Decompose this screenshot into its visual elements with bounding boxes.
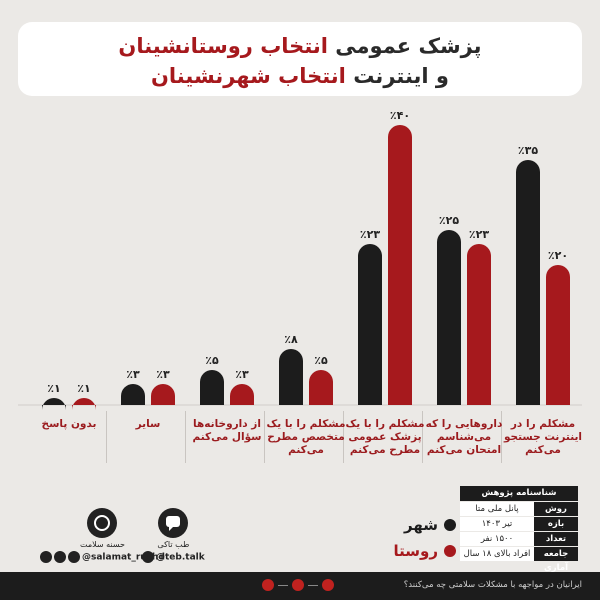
telegram-icon — [40, 551, 52, 563]
value-label: ٪۲۳ — [360, 228, 380, 241]
category-label: بدون پاسخ — [42, 418, 97, 430]
tebtalk-name: طب تاکی — [157, 540, 190, 549]
category-label: مشکلم را با یک پزشک عمومی مطرح می‌کنم — [345, 418, 424, 456]
tebtalk-brand: طب تاکی @teb.talk — [142, 508, 205, 563]
info-value: تیر ۱۴۰۳ — [460, 517, 534, 531]
value-label: ٪۲۰ — [548, 249, 568, 262]
dot-icon — [292, 579, 304, 591]
title-line-2: و اینترنت انتخاب شهرنشینان — [18, 64, 582, 88]
info-value: افراد بالای ۱۸ سال — [460, 547, 534, 561]
value-label: ٪۳ — [126, 368, 140, 381]
bar-city — [42, 398, 66, 410]
salamat-logo-icon — [87, 508, 118, 538]
bar-city — [279, 349, 303, 405]
legend: شهر روستا — [380, 512, 456, 564]
title-line-1-dark: پزشک عمومی — [335, 34, 482, 58]
info-value: ۱۵۰۰ نفر — [460, 532, 534, 546]
footer-text: ایرانیان در مواجهه با مشکلات سلامتی چه م… — [403, 580, 582, 590]
info-key: تعداد نمونه — [534, 532, 578, 558]
bar-city — [200, 370, 224, 405]
tebtalk-logo-icon — [158, 508, 189, 538]
bar-city — [121, 384, 145, 405]
info-row: تعداد نمونه۱۵۰۰ نفر — [460, 532, 578, 558]
footer-bar: ایرانیان در مواجهه با مشکلات سلامتی چه م… — [0, 572, 600, 600]
instagram-icon — [68, 551, 80, 563]
info-row: بازه زمانیتیر ۱۴۰۳ — [460, 517, 578, 543]
salamat-handle: @salamat_rushd — [40, 551, 165, 563]
value-label: ٪۳ — [156, 368, 170, 381]
info-key: جامعه آماری — [534, 547, 578, 573]
category-label: مشکلم را با یک متخصص مطرح می‌کنم — [266, 418, 345, 456]
bar-chart: ٪۳۵ ٪۲۰ مشکلم را در اینترنت جستجو می‌کنم ٪۲۵ ٪… — [18, 109, 582, 463]
divider — [278, 584, 288, 586]
bar-village — [309, 370, 333, 405]
legend-item-city: شهر — [380, 512, 456, 538]
legend-city-label: شهر — [404, 516, 438, 534]
value-label: ٪۵ — [205, 354, 219, 367]
info-row: جامعه آماری افراد بالای ۱۸ سال — [460, 547, 578, 573]
value-label: ٪۴۰ — [390, 109, 410, 122]
title-line-2-dark: و اینترنت — [353, 64, 449, 88]
legend-village-label: روستا — [393, 542, 438, 560]
info-key: روش — [534, 502, 578, 516]
value-label: ٪۲۳ — [469, 228, 489, 241]
bar-village — [546, 265, 570, 405]
bar-city — [358, 244, 382, 405]
salamat-name: حسنه سلامت — [79, 540, 125, 549]
bar-village — [151, 384, 175, 405]
bar-village — [388, 125, 412, 405]
value-label: ٪۳ — [235, 368, 249, 381]
divider — [308, 584, 318, 586]
category-label: داروهایی را که می‌شناسم امتحان می‌کنم — [426, 418, 503, 456]
info-key: بازه زمانی — [534, 517, 578, 543]
info-value: پانل ملی متا — [460, 502, 534, 516]
category-label: سایر — [135, 418, 161, 430]
bar-village — [467, 244, 491, 405]
category-label: مشکلم را در اینترنت جستجو می‌کنم — [503, 418, 582, 456]
value-label: ٪۳۵ — [518, 144, 538, 157]
dot-icon — [262, 579, 274, 591]
footer-dots — [262, 579, 338, 591]
value-label: ٪۲۵ — [439, 214, 459, 227]
twitter-icon — [54, 551, 66, 563]
title-line-2-red: انتخاب شهرنشینان — [151, 64, 346, 88]
title-line-1-red: انتخاب روستانشینان — [118, 34, 328, 58]
value-label: ٪۸ — [284, 333, 298, 346]
value-label: ٪۵ — [314, 354, 328, 367]
dot-icon — [322, 579, 334, 591]
category-label: از داروخانه‌ها سؤال می‌کنم — [192, 418, 261, 443]
village-dot-icon — [444, 545, 456, 557]
value-label: ٪۱ — [77, 382, 90, 395]
legend-item-village: روستا — [380, 538, 456, 564]
instagram-icon — [142, 551, 154, 563]
title-box: پزشک عمومی انتخاب روستانشینان و اینترنت … — [18, 22, 582, 96]
bar-village — [72, 398, 96, 410]
tebtalk-handle: @teb.talk — [142, 551, 205, 563]
bar-city — [516, 160, 540, 405]
bar-village — [230, 384, 254, 405]
research-info-header: شناسنامه پژوهش — [460, 486, 578, 501]
title-line-1: پزشک عمومی انتخاب روستانشینان — [18, 34, 582, 58]
salamat-brand: حسنه سلامت @salamat_rushd — [40, 508, 165, 563]
city-dot-icon — [444, 519, 456, 531]
info-row: روش پانل ملی متا — [460, 502, 578, 516]
bar-city — [437, 230, 461, 405]
value-label: ٪۱ — [47, 382, 60, 395]
